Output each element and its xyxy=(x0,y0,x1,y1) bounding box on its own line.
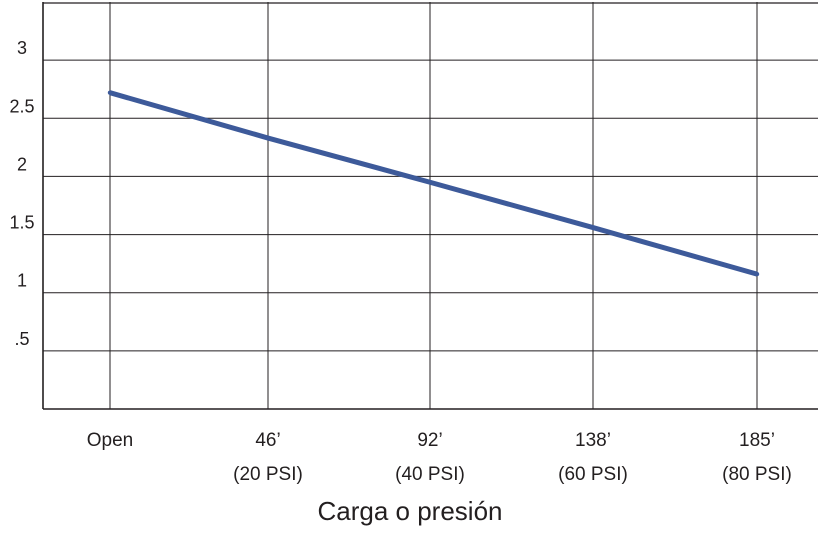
x-tick-label: 92’ xyxy=(417,430,442,451)
x-tick-sublabel: (60 PSI) xyxy=(558,464,628,485)
y-tick-label: 3 xyxy=(17,38,27,58)
data-point xyxy=(427,180,433,185)
series-line xyxy=(109,90,758,277)
grid xyxy=(43,2,818,409)
x-tick-sublabel: (80 PSI) xyxy=(722,464,792,485)
y-tick-label: 1 xyxy=(17,271,27,291)
y-tick-label: 1.5 xyxy=(9,213,34,233)
data-point xyxy=(754,271,760,277)
x-tick-labels: Open 46’ (20 PSI) 92’ (40 PSI) 138’ (60 PSI) 18… xyxy=(87,430,792,485)
x-axis-label: Carga o presión xyxy=(318,496,503,526)
data-point xyxy=(107,90,113,95)
x-tick-label: Open xyxy=(87,430,133,451)
data-point xyxy=(590,225,596,230)
x-tick-sublabel: (20 PSI) xyxy=(233,464,303,485)
y-tick-labels: .5 1 1.5 2 2.5 3 xyxy=(9,38,34,349)
y-tick-label: 2.5 xyxy=(9,96,34,116)
x-tick-label: 185’ xyxy=(739,430,775,451)
y-tick-label: 2 xyxy=(17,154,27,174)
x-tick-label: 46’ xyxy=(255,430,280,451)
axes xyxy=(42,2,818,410)
series xyxy=(107,90,760,277)
y-tick-label: .5 xyxy=(14,329,29,349)
x-tick-label: 138’ xyxy=(575,430,611,451)
x-tick-sublabel: (40 PSI) xyxy=(395,464,465,485)
data-point xyxy=(265,135,271,141)
